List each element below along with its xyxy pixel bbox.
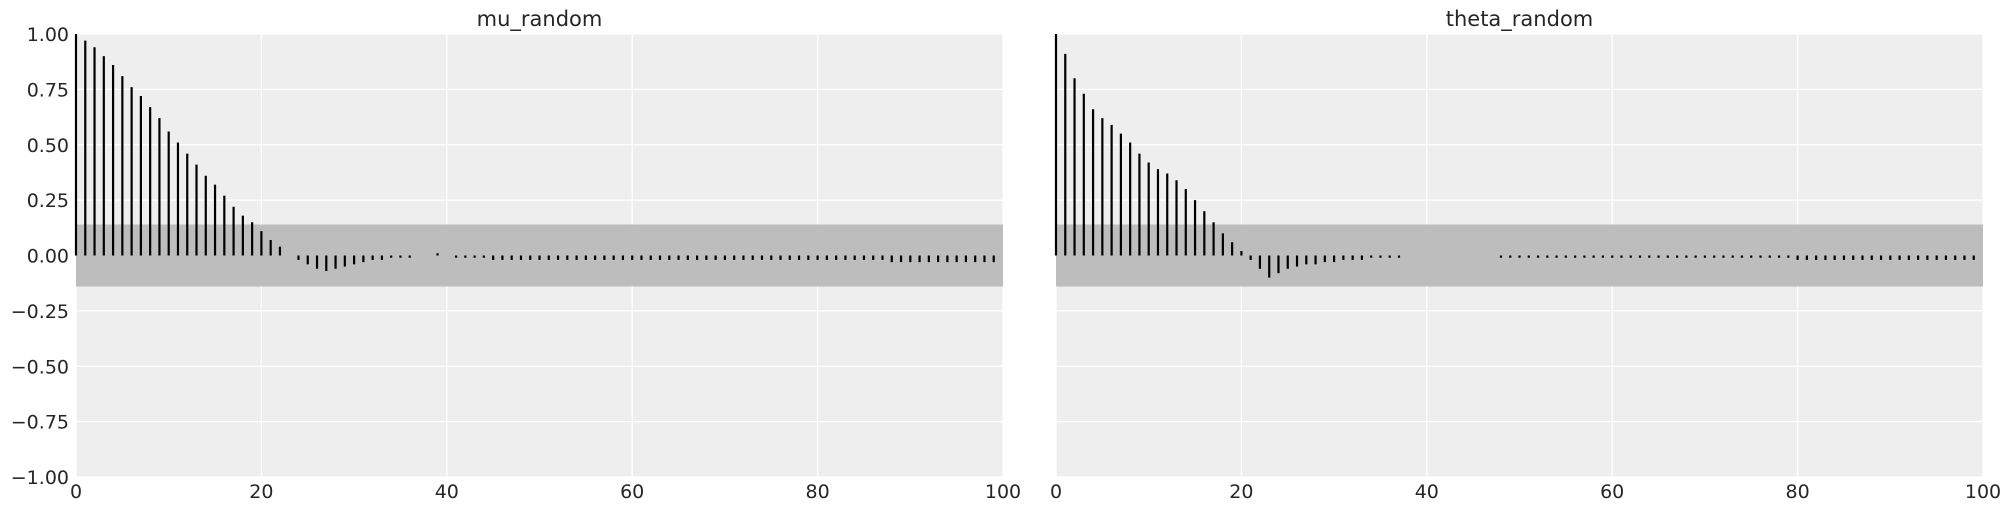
- x-tick-label: 20: [249, 481, 273, 503]
- y-tick-label: −0.50: [11, 356, 69, 378]
- y-tick-label: 0.25: [27, 190, 69, 212]
- x-tick-label: 100: [985, 481, 1021, 503]
- panel-theta-random: theta_random 0 20 40 60 80 100: [1050, 7, 2001, 503]
- x-tick-label: 80: [1786, 481, 1810, 503]
- y-tick-label: 1.00: [27, 24, 69, 46]
- x-tick-label: 0: [1050, 481, 1062, 503]
- panel-title: mu_random: [477, 7, 603, 32]
- x-tick-label: 60: [620, 481, 644, 503]
- panel-title: theta_random: [1446, 7, 1594, 32]
- x-tick-label: 80: [806, 481, 830, 503]
- y-tick-label: 0.75: [27, 79, 69, 101]
- x-tick-label: 20: [1229, 481, 1253, 503]
- x-tick-label: 60: [1600, 481, 1624, 503]
- panel-mu-random: mu_random 0 20 40 60 80 100 1.00 0.75 0.50 0.25 0.0…: [11, 7, 1021, 503]
- x-tick-label: 100: [1965, 481, 2001, 503]
- x-tick-label: 40: [435, 481, 459, 503]
- y-tick-label: 0.50: [27, 135, 69, 157]
- y-tick-label: −0.75: [11, 412, 69, 434]
- y-tick-label: −0.25: [11, 301, 69, 323]
- x-tick-label: 40: [1415, 481, 1439, 503]
- y-tick-label: 0.00: [27, 246, 69, 268]
- x-tick-label: 0: [70, 481, 82, 503]
- y-tick-label: −1.00: [11, 467, 69, 489]
